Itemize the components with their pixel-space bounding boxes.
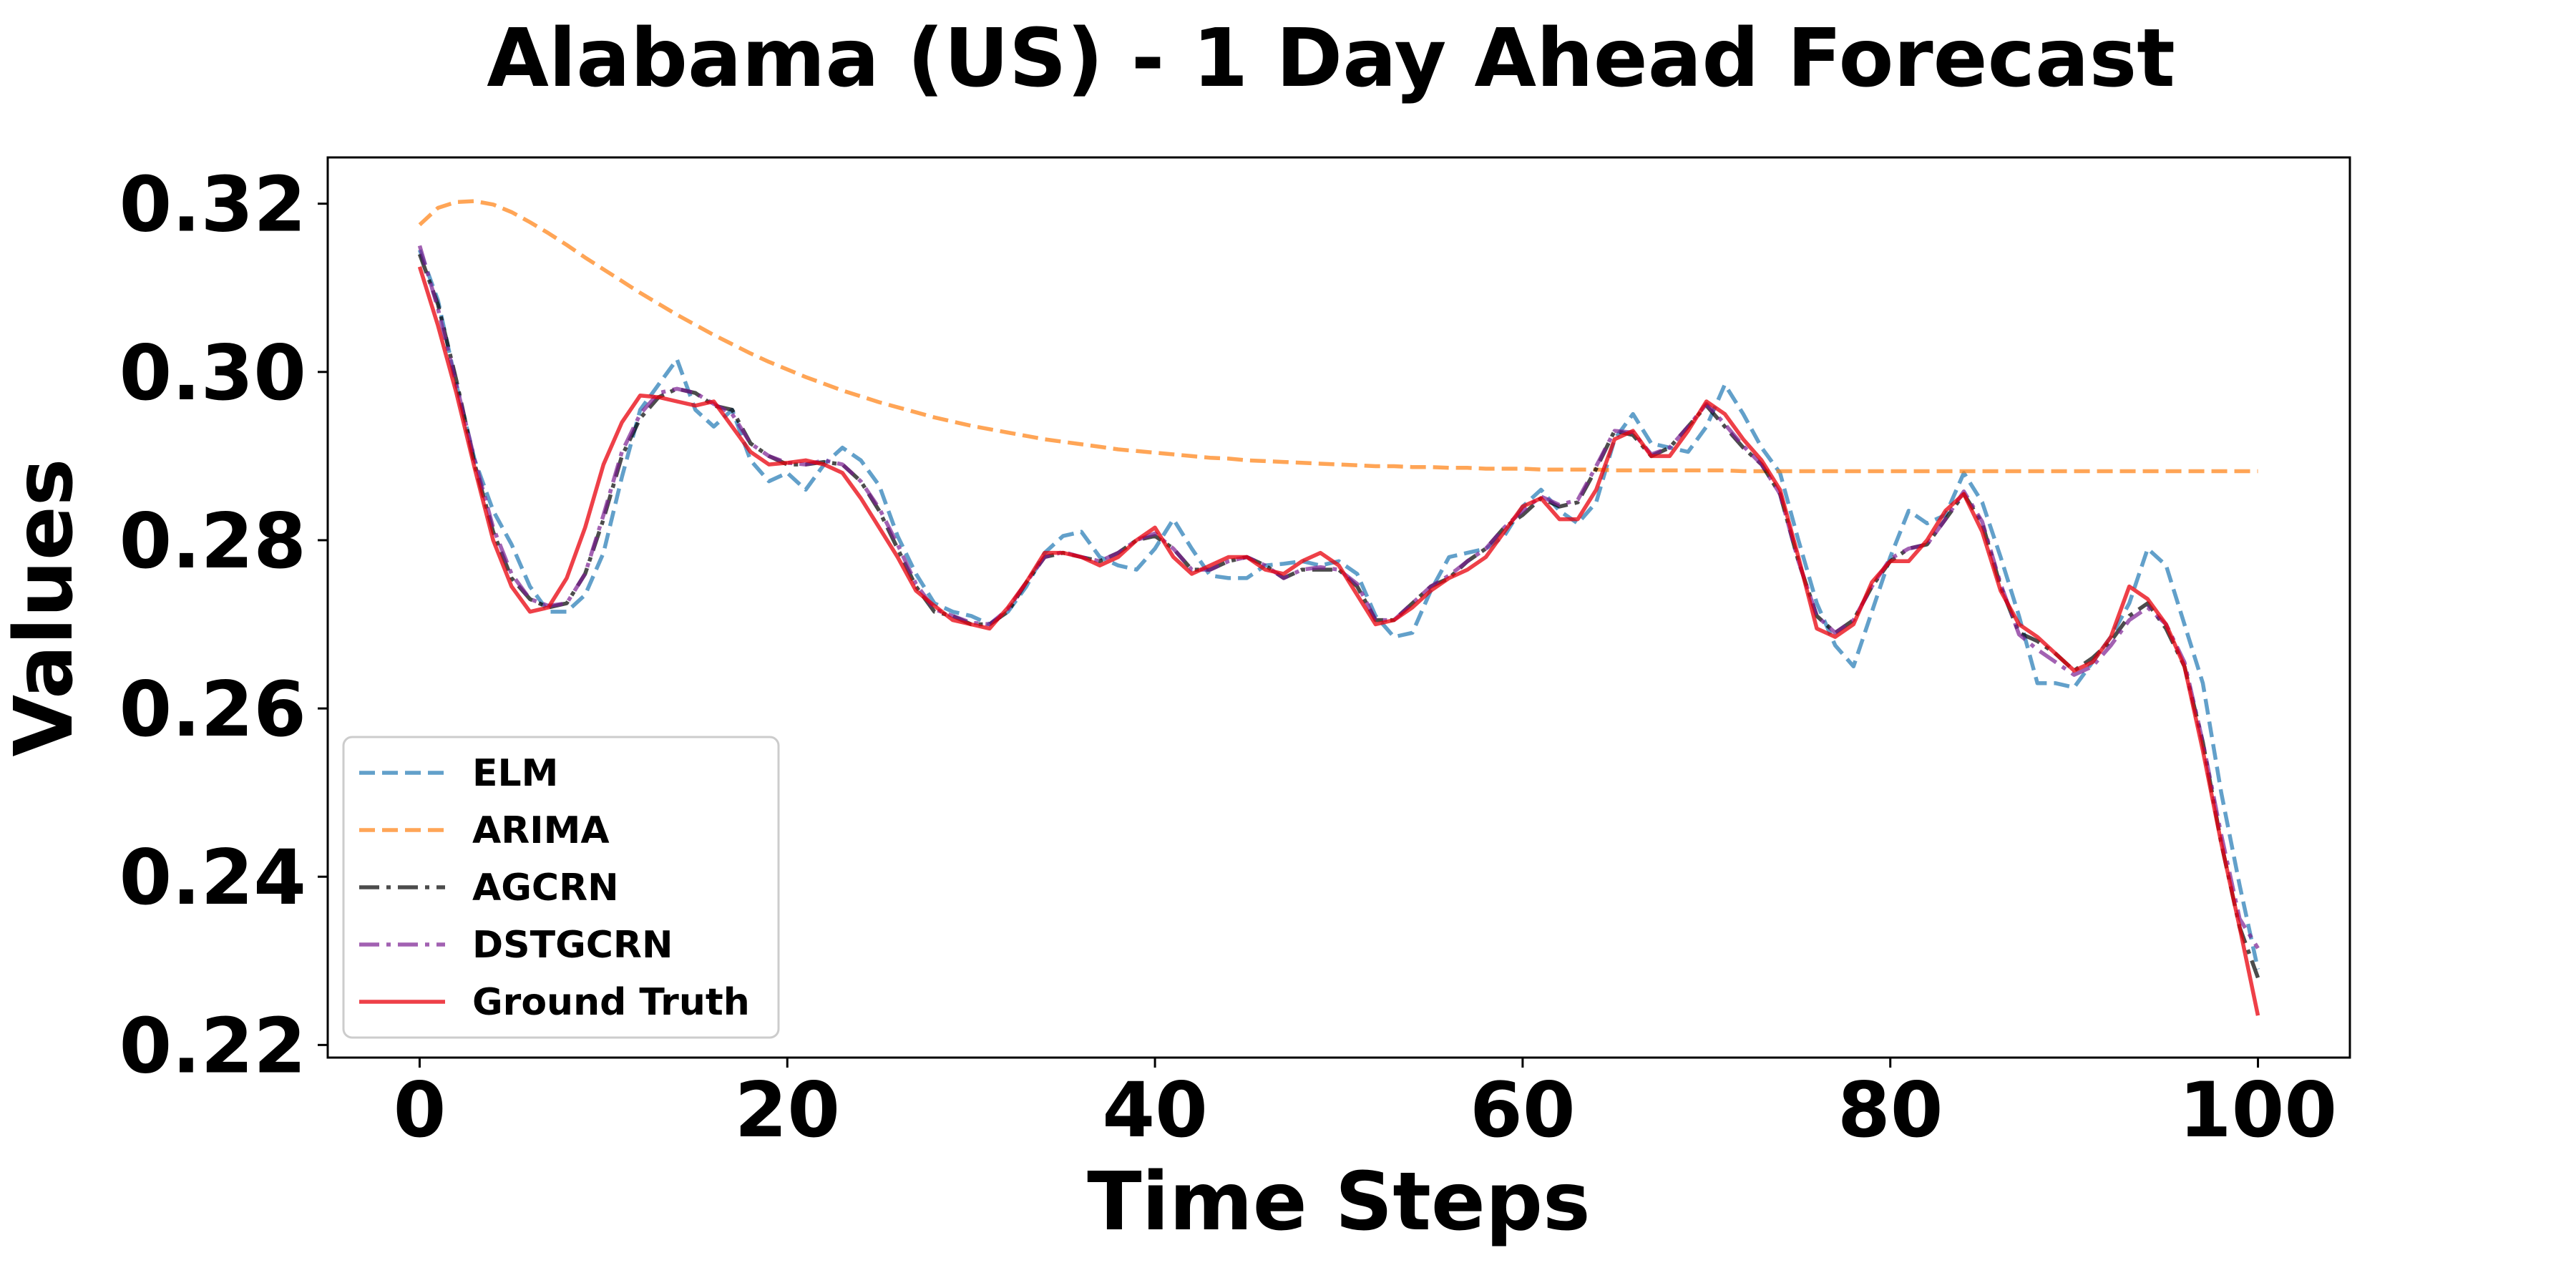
series-line-dstgcrn: [417, 245, 2260, 950]
legend-label: ELM: [472, 752, 558, 795]
legend-label: AGCRN: [472, 867, 619, 909]
y-axis: 0.22 0.24 0.26 0.28 0.30 0.32: [119, 161, 328, 1090]
chart-title: Alabama (US) - 1 Day Ahead Forecast: [487, 12, 2175, 105]
x-axis: 0 20 40 60 80 100: [394, 1058, 2337, 1154]
x-tick-label: 40: [1102, 1066, 1208, 1154]
legend-box: [342, 736, 780, 1039]
x-tick-label: 0: [394, 1066, 447, 1154]
x-tick-label: 20: [735, 1066, 841, 1154]
series-line-arima: [418, 199, 2258, 474]
y-tick-label: 0.22: [119, 1002, 306, 1090]
y-tick-label: 0.24: [119, 834, 306, 922]
legend-label: ARIMA: [472, 809, 610, 852]
y-tick-label: 0.30: [119, 329, 306, 417]
series-layer: [417, 199, 2260, 1016]
legend: ELM ARIMA AGCRN DSTGCRN Ground Truth: [342, 736, 780, 1039]
y-tick-label: 0.26: [119, 665, 306, 753]
legend-label: Ground Truth: [472, 981, 750, 1024]
y-tick-label: 0.32: [119, 161, 306, 249]
legend-items: ELM ARIMA AGCRN DSTGCRN Ground Truth: [359, 752, 750, 1024]
x-tick-label: 60: [1470, 1066, 1576, 1154]
x-tick-label: 80: [1838, 1066, 1943, 1154]
y-tick-label: 0.28: [119, 497, 306, 585]
series-line-ground-truth: [417, 265, 2260, 1016]
x-tick-label: 100: [2179, 1066, 2337, 1154]
x-axis-label: Time Steps: [1087, 1156, 1590, 1249]
legend-label: DSTGCRN: [472, 924, 673, 967]
y-axis-label: Values: [0, 459, 91, 757]
